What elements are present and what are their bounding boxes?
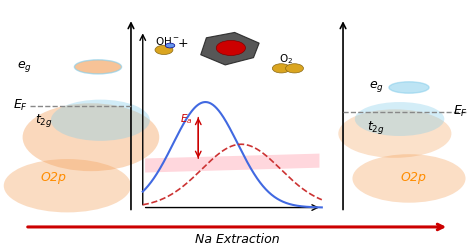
Circle shape: [216, 40, 246, 56]
Ellipse shape: [4, 159, 131, 212]
Ellipse shape: [51, 100, 150, 141]
Text: $e_g$: $e_g$: [369, 79, 383, 94]
Text: $E_a$: $E_a$: [181, 112, 193, 126]
Text: $+$: $+$: [177, 37, 189, 50]
Text: $t_{2g}$: $t_{2g}$: [367, 119, 385, 136]
Ellipse shape: [353, 154, 465, 203]
Text: OH$^-$: OH$^-$: [155, 35, 179, 47]
Text: O2$p$: O2$p$: [40, 170, 67, 186]
Polygon shape: [201, 32, 259, 65]
Ellipse shape: [23, 103, 159, 171]
Circle shape: [165, 43, 175, 48]
Text: $e_g$: $e_g$: [18, 59, 32, 74]
Circle shape: [285, 64, 303, 73]
Polygon shape: [145, 154, 319, 173]
Text: O2$p$: O2$p$: [400, 170, 427, 186]
Ellipse shape: [389, 82, 429, 93]
Ellipse shape: [355, 102, 444, 136]
Text: Na Extraction: Na Extraction: [195, 233, 279, 246]
Ellipse shape: [338, 109, 451, 158]
Text: $E_F$: $E_F$: [13, 98, 28, 113]
Ellipse shape: [74, 60, 121, 74]
Text: O$_2$: O$_2$: [279, 52, 293, 66]
Text: $E_F$: $E_F$: [453, 104, 468, 119]
Text: $t_{2g}$: $t_{2g}$: [35, 112, 53, 129]
Circle shape: [155, 45, 173, 55]
Circle shape: [273, 64, 290, 73]
